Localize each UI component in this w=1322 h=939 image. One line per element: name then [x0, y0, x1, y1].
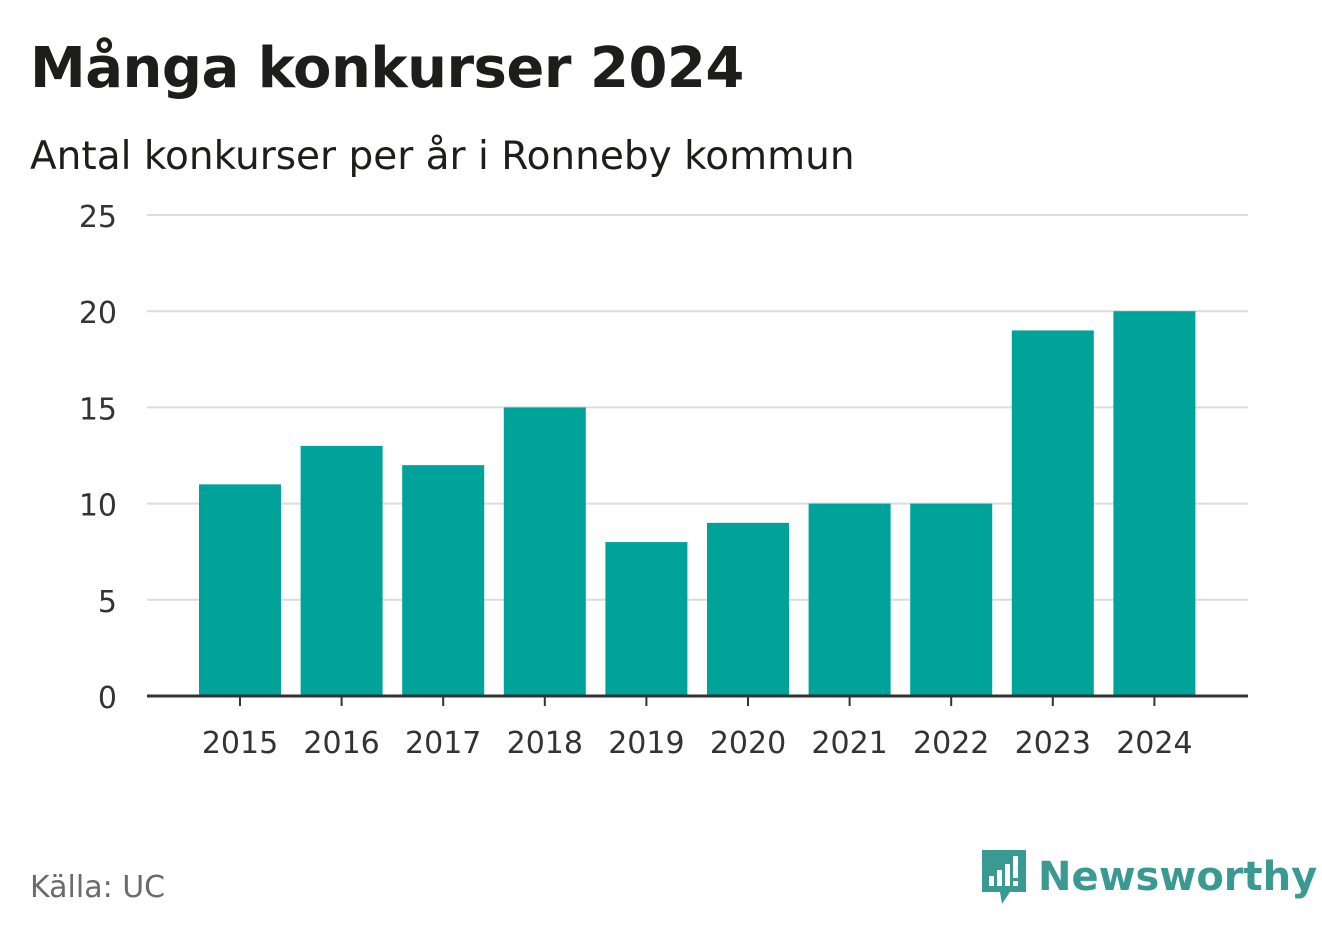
- newsworthy-logo-icon: [982, 850, 1026, 904]
- x-tick-label-2024: 2024: [1116, 726, 1192, 761]
- x-tick-label-2023: 2023: [1015, 726, 1091, 761]
- x-tick-label-2022: 2022: [913, 726, 989, 761]
- x-tick-label-2016: 2016: [303, 726, 379, 761]
- axes: 0 5 10 15 20 25 2015 2016 2017 2018 2019 2020 2021 20…: [79, 200, 1248, 761]
- bar-2015: [199, 484, 281, 696]
- y-tick-label: 25: [79, 200, 117, 235]
- bar-2017: [402, 465, 485, 696]
- bar-2018: [503, 407, 586, 696]
- chart-title: Många konkurser 2024: [30, 36, 744, 101]
- bars: [199, 311, 1196, 696]
- bar-2021: [808, 503, 891, 696]
- bar-2020: [707, 522, 789, 696]
- source-note: Källa: UC: [30, 870, 166, 905]
- y-tick-label: 20: [79, 296, 117, 331]
- brand-name: Newsworthy: [1038, 854, 1318, 900]
- bar-2016: [300, 445, 383, 696]
- bar-2019: [605, 542, 688, 696]
- x-tick-label-2018: 2018: [507, 726, 583, 761]
- x-tick-label-2015: 2015: [202, 726, 278, 761]
- chart-subtitle: Antal konkurser per år i Ronneby kommun: [30, 134, 855, 179]
- x-tick-label-2021: 2021: [811, 726, 887, 761]
- y-tick-label: 10: [79, 489, 117, 524]
- bar-chart: 0 5 10 15 20 25 2015 2016 2017 2018 2019 2020 2021 20…: [79, 200, 1248, 761]
- bar-2024: [1113, 311, 1196, 696]
- y-tick-label: 0: [98, 681, 117, 716]
- x-tick-label-2020: 2020: [710, 726, 786, 761]
- x-tick-label-2017: 2017: [405, 726, 481, 761]
- y-tick-label: 15: [79, 392, 117, 427]
- x-tick-label-2019: 2019: [608, 726, 684, 761]
- brand-logo: Newsworthy: [980, 848, 1317, 906]
- bar-2022: [910, 503, 993, 696]
- bar-2023: [1011, 330, 1094, 696]
- y-tick-label: 5: [98, 585, 117, 620]
